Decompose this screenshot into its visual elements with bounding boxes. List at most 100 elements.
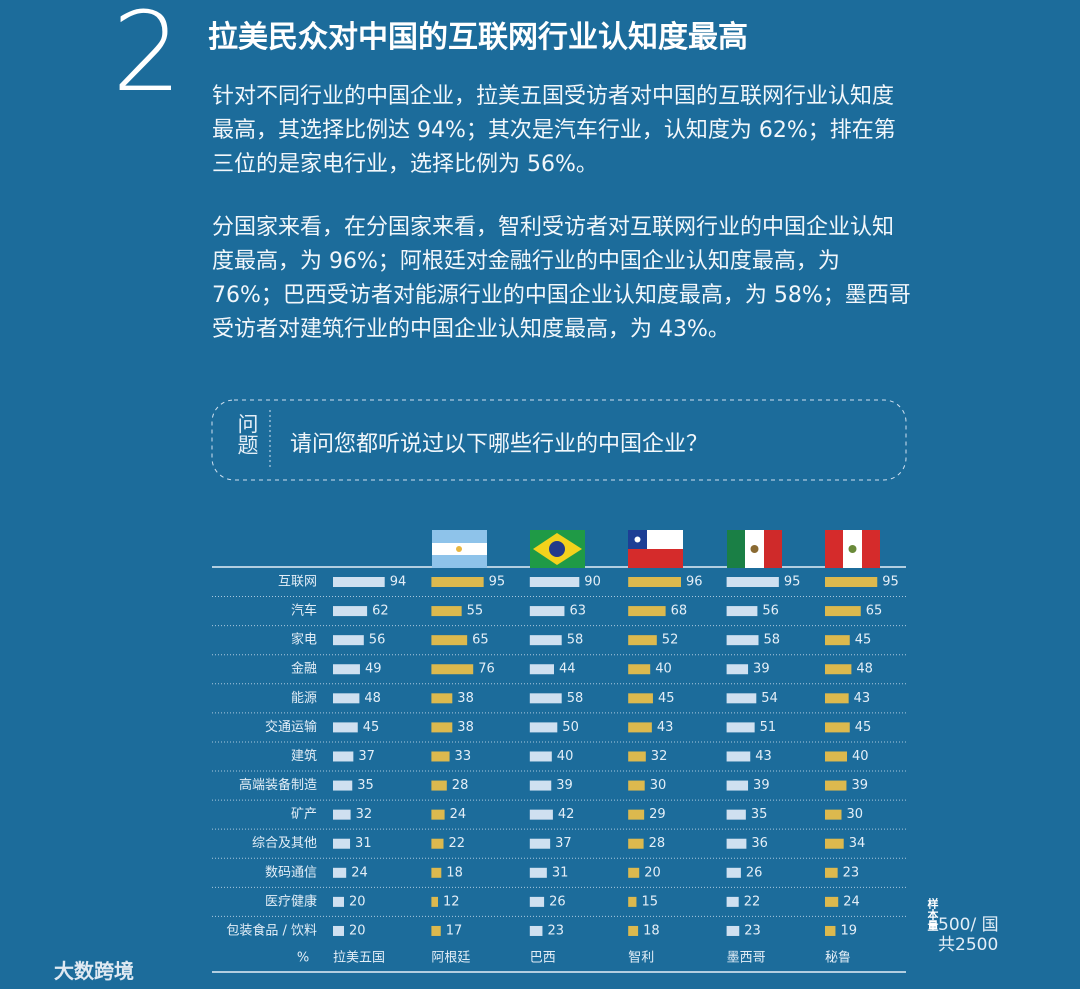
bar [431,867,442,878]
bar [825,635,850,646]
value-label: 19 [840,923,857,938]
bar [333,838,351,849]
bar [628,867,640,878]
bar [628,809,645,820]
bar [431,635,468,646]
bar [628,606,666,617]
bar [628,838,644,849]
value-label: 32 [651,749,668,764]
value-label: 39 [851,778,868,793]
value-label: 30 [650,778,667,793]
value-label: 20 [349,923,366,938]
bar [529,780,552,791]
sample-total: 共2500 [938,935,999,955]
value-label: 18 [643,923,660,938]
bar [333,722,358,733]
bar [431,896,438,907]
bar [529,838,551,849]
value-label: 37 [358,749,375,764]
value-label: 45 [363,720,380,735]
bar [726,896,739,907]
flag-chile [628,530,683,568]
bar [628,751,646,762]
bar [529,896,545,907]
title: 拉美民众对中国的互联网行业认知度最高 [208,20,748,55]
value-label: 39 [753,662,770,677]
bar [825,577,878,587]
bar [628,925,639,936]
value-label: 54 [761,691,778,706]
question-label: 问题 [235,413,259,455]
value-label: 65 [472,633,489,648]
value-label: 56 [762,604,779,619]
value-label: 31 [355,836,372,851]
value-label: 38 [457,720,474,735]
column-label: 阿根廷 [431,951,470,966]
value-label: 43 [657,720,674,735]
bar [726,780,749,791]
value-label: 45 [658,691,675,706]
bar [431,751,450,762]
bar [431,693,453,704]
value-label: 45 [855,720,872,735]
value-label: 49 [365,662,382,677]
sample-per-country: 500/ 国 [938,915,999,935]
bar [628,693,653,704]
value-label: 24 [351,865,368,880]
value-label: 22 [744,894,761,909]
bar [529,809,553,820]
row-label: 互联网 [278,575,317,590]
value-label: 26 [549,894,566,909]
value-label: 31 [552,865,569,880]
logo: 大数跨境 [54,959,134,983]
column-label: 墨西哥 [727,951,766,966]
bar [726,664,749,675]
bar [529,751,552,762]
value-label: 58 [567,691,584,706]
value-label: 50 [562,720,579,735]
bar [825,809,842,820]
value-label: 48 [364,691,381,706]
bar [726,693,757,704]
column-label: 智利 [628,951,654,966]
bar [825,664,852,675]
bar [529,925,543,936]
bar [333,896,344,907]
value-label: 95 [882,575,899,590]
row-label: 综合及其他 [252,836,317,851]
value-label: 24 [843,894,860,909]
bar [529,722,558,733]
paragraph: 针对不同行业的中国企业，拉美五国受访者对中国的互联网行业认知度最高，其选择比例达… [212,84,896,177]
bar [529,606,565,617]
value-label: 28 [649,836,666,851]
bar [333,635,364,646]
value-label: 36 [751,836,768,851]
bar [431,606,462,617]
value-label: 37 [555,836,572,851]
bar [628,664,651,675]
value-label: 20 [349,894,366,909]
row-label: 交通运输 [265,719,317,735]
value-label: 68 [671,604,688,619]
bar [825,896,839,907]
sample-label: 样本量 [926,898,939,931]
row-label: 能源 [291,691,317,706]
value-label: 44 [559,662,576,677]
bar [825,867,838,878]
value-label: 76 [478,662,495,677]
value-label: 96 [686,575,703,590]
column-label: 巴西 [530,951,556,966]
bar [825,606,861,617]
flag-argentina [432,530,487,568]
value-label: 62 [372,604,389,619]
bar [726,925,740,936]
bar [333,606,368,617]
bar [431,838,444,849]
bar [529,635,562,646]
value-label: 40 [655,662,672,677]
bar [825,693,849,704]
value-label: 30 [847,807,864,822]
value-label: 56 [369,633,386,648]
